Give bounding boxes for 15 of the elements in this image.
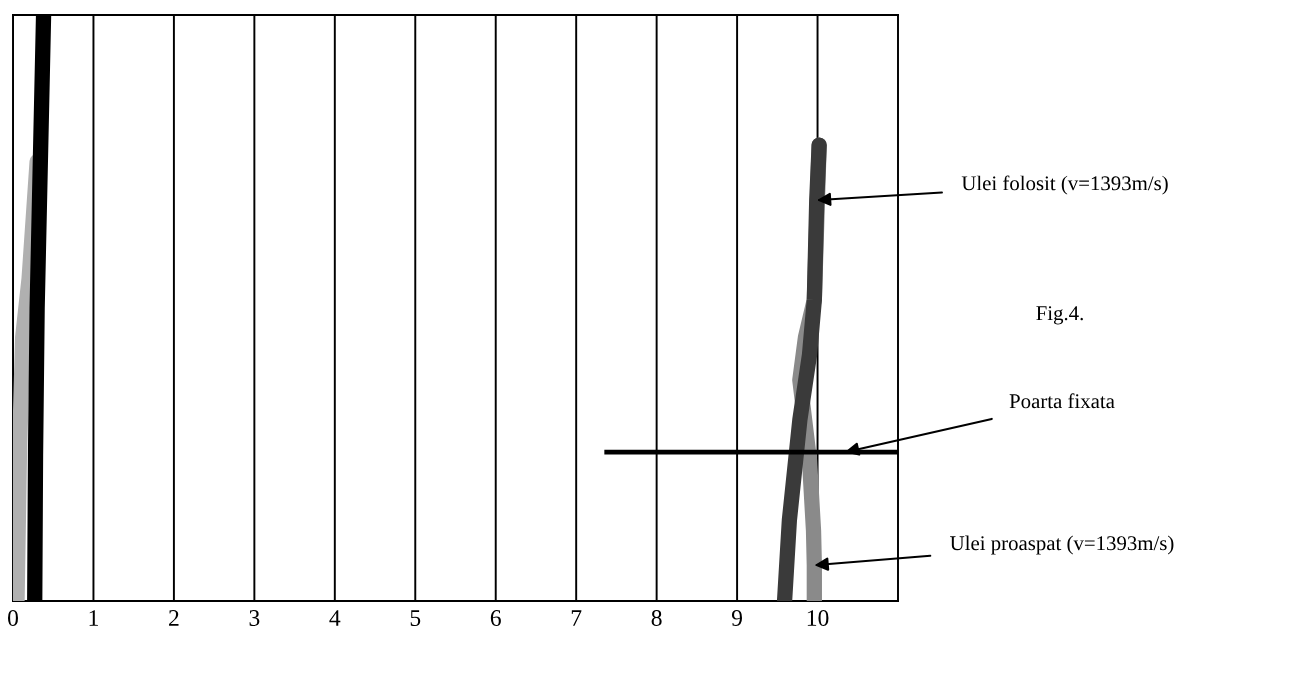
x-tick-label: 9 xyxy=(731,610,743,626)
x-tick-label: 10 xyxy=(807,610,829,626)
caption: Fig.4. xyxy=(1036,306,1083,325)
x-tick-label: 6 xyxy=(490,610,501,626)
x-tick-label: 7 xyxy=(571,610,582,626)
x-tick-label: 2 xyxy=(169,610,179,626)
annotation: Ulei folosit (v=1393m/s) xyxy=(961,175,1168,195)
x-tick-label: 3 xyxy=(249,610,260,626)
annotation: Poarta fixata xyxy=(1009,393,1115,409)
x-tick-label: 8 xyxy=(651,610,662,626)
annotation: Ulei proaspat (v=1393m/s) xyxy=(950,535,1174,555)
x-tick-label: 4 xyxy=(329,610,341,626)
x-tick-label: 0 xyxy=(8,610,18,626)
x-tick-label: 5 xyxy=(410,610,421,626)
x-tick-label: 1 xyxy=(89,610,98,626)
